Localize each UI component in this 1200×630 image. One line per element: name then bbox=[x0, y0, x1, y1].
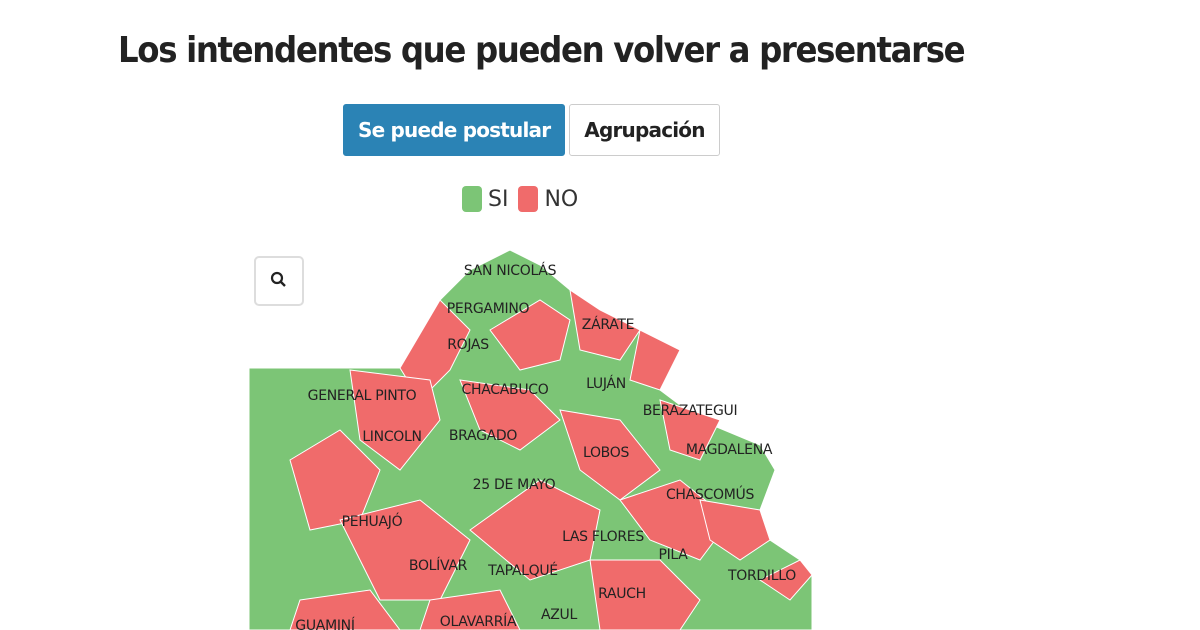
legend-label: NO bbox=[544, 186, 579, 212]
district-label: OLAVARRÍA bbox=[440, 613, 517, 630]
district-label: ROJAS bbox=[447, 337, 489, 353]
district-label: AZUL bbox=[541, 607, 578, 623]
district-label: PEHUAJÓ bbox=[342, 512, 403, 530]
district-label: PERGAMINO bbox=[447, 301, 530, 317]
district-label: CHACABUCO bbox=[462, 382, 549, 398]
district-label: TORDILLO bbox=[727, 568, 796, 584]
legend-swatch bbox=[462, 186, 482, 212]
district-label: TAPALQUÉ bbox=[487, 562, 558, 579]
legend-swatch bbox=[518, 186, 539, 212]
district-label: BOLÍVAR bbox=[409, 557, 468, 574]
district-label: BERAZATEGUI bbox=[643, 403, 738, 419]
district-label: CHASCOMÚS bbox=[666, 485, 754, 503]
district-label: MAGDALENA bbox=[686, 442, 773, 458]
search-button[interactable] bbox=[254, 256, 304, 306]
legend-label: SI bbox=[488, 186, 509, 212]
district-label: PILA bbox=[658, 547, 688, 563]
district-label: RAUCH bbox=[598, 586, 646, 602]
legend: SI NO bbox=[462, 186, 578, 212]
toggle: Se puede postular Agrupación bbox=[343, 104, 720, 156]
district-label: LAS FLORES bbox=[562, 529, 644, 545]
district-label: 25 DE MAYO bbox=[473, 477, 556, 493]
district-label: BRAGADO bbox=[449, 428, 518, 444]
legend-item: SI bbox=[462, 186, 508, 212]
district-label: LOBOS bbox=[583, 445, 629, 461]
toggle-button[interactable]: Agrupación bbox=[569, 104, 720, 156]
district-label: GUAMINÍ bbox=[295, 617, 355, 630]
district-label: SAN NICOLÁS bbox=[464, 262, 557, 279]
toggle-button[interactable]: Se puede postular bbox=[343, 104, 566, 156]
district-label: LINCOLN bbox=[362, 429, 421, 445]
district-label: ZÁRATE bbox=[582, 316, 634, 333]
red-districts bbox=[289, 288, 813, 630]
district-label: LUJÁN bbox=[586, 375, 626, 392]
legend-item: NO bbox=[518, 186, 578, 212]
search-icon bbox=[270, 271, 286, 287]
district-label: GENERAL PINTO bbox=[308, 388, 417, 404]
title: Los intendentes que pueden volver a pres… bbox=[118, 30, 966, 71]
